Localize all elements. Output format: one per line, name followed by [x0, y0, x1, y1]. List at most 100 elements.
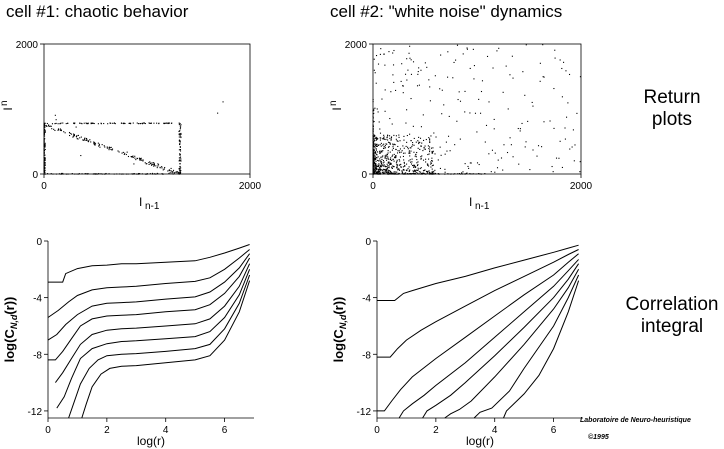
scatter-point	[444, 168, 446, 170]
scatter-point	[373, 172, 375, 174]
scatter-point	[387, 166, 389, 168]
scatter-point	[475, 173, 477, 175]
scatter-point	[43, 164, 45, 166]
scatter-point	[372, 119, 374, 121]
scatter-point	[405, 172, 407, 174]
scatter-point	[141, 173, 143, 175]
scatter-point	[579, 171, 581, 173]
scatter-point	[178, 133, 180, 135]
scatter-point	[424, 173, 426, 175]
scatter-point	[155, 173, 157, 175]
scatter-point	[374, 143, 376, 145]
scatter-point	[410, 150, 412, 152]
scatter-point	[84, 137, 86, 139]
scatter-point	[43, 133, 45, 135]
scatter-point	[372, 143, 375, 145]
series-line-d6	[56, 269, 251, 409]
scatter-point	[423, 148, 425, 150]
scatter-point	[373, 120, 375, 123]
scatter-point	[378, 121, 380, 123]
scatter-point	[141, 123, 144, 125]
scatter-point	[388, 173, 390, 175]
scatter-point	[383, 164, 385, 166]
scatter-point	[111, 148, 114, 150]
scatter-point	[375, 160, 377, 162]
scatter-point	[447, 173, 449, 175]
scatter-point	[463, 173, 465, 175]
scatter-point	[453, 61, 455, 64]
scatter-point	[427, 165, 430, 167]
scatter-point	[109, 122, 111, 124]
scatter-point	[127, 173, 129, 175]
scatter-point	[422, 159, 425, 161]
scatter-point	[44, 171, 46, 173]
scatter-point	[414, 165, 416, 168]
scatter-point	[372, 101, 374, 103]
scatter-point	[152, 162, 154, 164]
y-tick-label: 2000	[16, 40, 39, 51]
scatter-point	[155, 165, 157, 167]
scatter-point	[59, 173, 61, 175]
scatter-point	[420, 69, 422, 71]
scatter-point	[384, 147, 387, 149]
scatter-point	[379, 144, 381, 146]
scatter-point	[178, 168, 180, 170]
scatter-point	[553, 127, 555, 129]
scatter-point	[106, 146, 108, 148]
y-axis-label-sub: n	[0, 100, 10, 106]
scatter-point	[138, 157, 140, 159]
scatter-point	[372, 157, 374, 159]
scatter-point	[179, 127, 182, 129]
scatter-point	[525, 141, 527, 143]
scatter-point	[71, 173, 73, 175]
scatter-point	[542, 44, 544, 46]
scatter-point	[179, 140, 181, 142]
scatter-point	[440, 54, 442, 56]
scatter-point	[392, 146, 394, 148]
scatter-point	[437, 173, 440, 175]
scatter-point	[399, 140, 401, 142]
scatter-point	[46, 125, 48, 127]
scatter-point	[524, 146, 526, 148]
y-tick-label: -12	[28, 407, 43, 418]
scatter-point	[373, 149, 375, 151]
scatter-point	[434, 169, 436, 171]
scatter-point	[373, 165, 375, 167]
y-axis-label-sub: n	[328, 100, 339, 106]
scatter-point	[372, 164, 374, 166]
scatter-point	[380, 169, 382, 171]
scatter-point	[167, 122, 169, 125]
scatter-point	[180, 170, 182, 172]
scatter-point	[429, 100, 431, 102]
scatter-point	[77, 173, 80, 175]
scatter-point	[372, 154, 374, 156]
scatter-point	[470, 173, 472, 175]
scatter-point	[422, 170, 425, 172]
scatter-point	[379, 168, 381, 170]
scatter-point	[372, 137, 374, 139]
scatter-point	[377, 138, 379, 140]
scatter-point	[401, 63, 403, 65]
scatter-point	[69, 132, 71, 135]
scatter-point	[135, 159, 137, 161]
series-line-d5	[54, 263, 251, 383]
scatter-point	[392, 64, 395, 66]
scatter-point	[529, 169, 531, 171]
scatter-point	[390, 162, 392, 164]
scatter-point	[384, 89, 386, 91]
scatter-point	[537, 145, 540, 147]
scatter-point	[373, 141, 375, 143]
scatter-point	[377, 169, 379, 171]
scatter-point	[391, 159, 393, 161]
scatter-point	[84, 138, 86, 140]
scatter-point	[491, 149, 494, 151]
scatter-point	[450, 173, 452, 175]
scatter-point	[419, 148, 421, 150]
scatter-point	[413, 173, 416, 175]
scatter-point	[119, 173, 121, 175]
scatter-point	[170, 167, 172, 169]
scatter-point	[81, 173, 83, 175]
scatter-point	[418, 141, 420, 143]
scatter-point	[390, 171, 392, 173]
scatter-point	[387, 162, 390, 164]
